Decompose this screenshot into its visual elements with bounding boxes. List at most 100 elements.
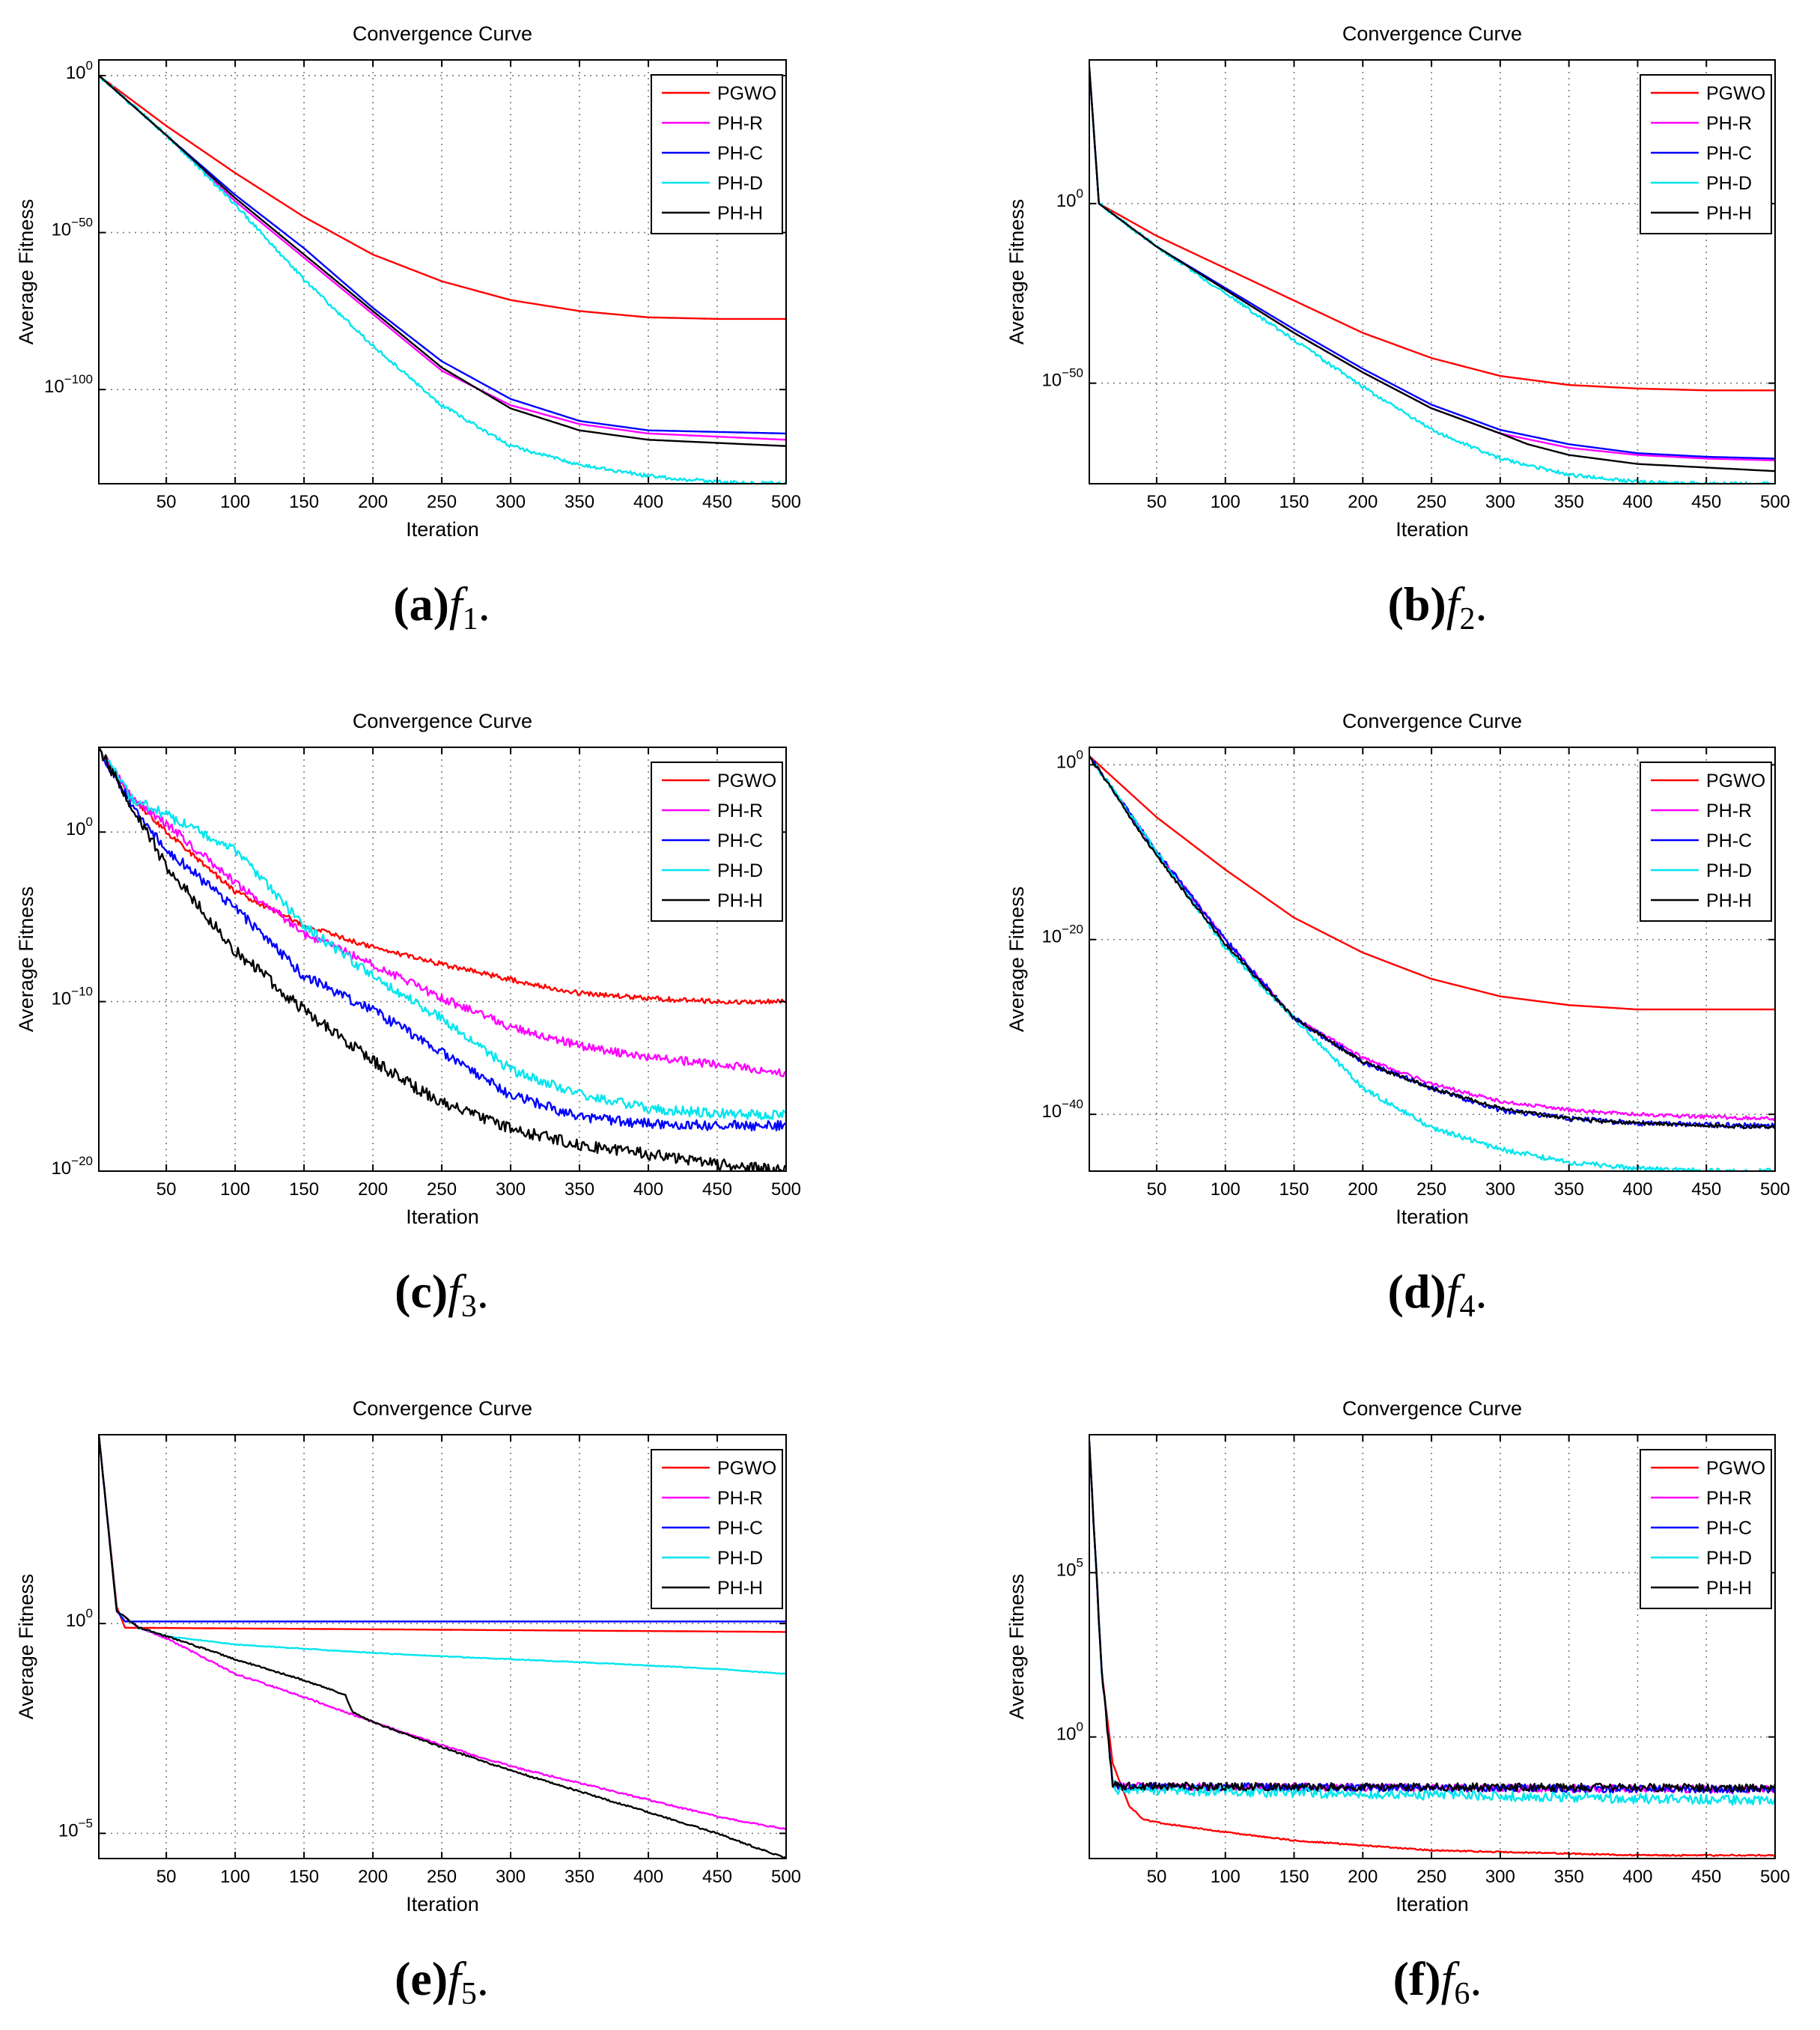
x-tick-label: 400 [1622, 1867, 1652, 1887]
legend-label-ph-d: PH-D [717, 860, 763, 881]
chart-d-title: Convergence Curve [1342, 710, 1522, 732]
legend-label-ph-c: PH-C [717, 830, 763, 851]
x-tick-label: 50 [1147, 492, 1167, 512]
x-tick-label: 50 [1147, 1867, 1167, 1887]
legend-label-ph-r: PH-R [1706, 1488, 1752, 1509]
x-tick-label: 450 [702, 1179, 732, 1200]
legend-box [651, 1449, 783, 1609]
legend-label-ph-r: PH-R [717, 1488, 763, 1509]
x-tick-label: 100 [220, 492, 250, 512]
series-line-ph-d [99, 747, 786, 1121]
chart-a-xlabel: Iteration [406, 518, 479, 541]
series-line-ph-c [99, 75, 786, 435]
caption-d: (d)f4. [1387, 1265, 1488, 1324]
caption-f-func: f [1440, 1952, 1455, 2005]
x-tick-label: 100 [1211, 492, 1241, 512]
y-tick-label: 10−50 [51, 216, 93, 240]
chart-b-legend: PGWO PH-R PH-C PH-D PH-H [1640, 74, 1772, 234]
x-tick-label: 450 [1691, 492, 1721, 512]
chart-c-title: Convergence Curve [353, 710, 532, 732]
y-tick-label: 100 [1056, 186, 1083, 211]
x-tick-label: 450 [1691, 1867, 1721, 1887]
chart-d-ylabel: Average Fitness [1005, 887, 1028, 1033]
series-line-pgwo [1089, 67, 1775, 392]
series-line-pgwo [99, 747, 786, 1005]
x-tick-label: 500 [1760, 1867, 1790, 1887]
chart-svg-e: Convergence Curve 50 100 150 200 250 300 350 400… [15, 1397, 801, 1915]
legend-label-ph-h: PH-H [717, 890, 763, 911]
legend-label-ph-h: PH-H [1706, 203, 1752, 224]
x-tick-label: 200 [358, 1867, 388, 1887]
legend-label-pgwo: PGWO [717, 83, 776, 104]
chart-svg-c: Convergence Curve 50 100 150 200 250 300 350 400… [15, 710, 801, 1228]
legend-label-pgwo: PGWO [1706, 83, 1765, 104]
legend-label-pgwo: PGWO [717, 771, 776, 791]
series-line-ph-r [1089, 756, 1775, 1122]
x-tick-label: 250 [427, 492, 457, 512]
x-tick-label: 200 [1348, 492, 1378, 512]
y-tick-label: 10−40 [1041, 1097, 1083, 1122]
x-tick-label: 50 [156, 492, 177, 512]
chart-b-series-group [1089, 67, 1775, 484]
y-tick-label: 100 [1056, 1720, 1083, 1745]
x-tick-label: 350 [1554, 1179, 1584, 1200]
legend-label-ph-d: PH-D [717, 1548, 763, 1569]
legend-label-pgwo: PGWO [717, 1458, 776, 1479]
caption-a: (a)f1. [393, 577, 490, 636]
x-tick-label: 300 [1485, 492, 1515, 512]
series-line-ph-d [99, 1435, 786, 1675]
x-tick-label: 150 [289, 492, 319, 512]
x-tick-label: 300 [496, 1179, 526, 1200]
x-tick-label: 250 [1416, 1179, 1446, 1200]
chart-svg-f: Convergence Curve 50 100 150 200 250 300 350 400… [1005, 1397, 1790, 1915]
series-line-ph-h [99, 75, 786, 447]
legend-label-ph-h: PH-H [1706, 1578, 1752, 1599]
legend-label-ph-c: PH-C [1706, 1518, 1752, 1539]
series-line-ph-r [99, 747, 786, 1078]
x-tick-label: 100 [1211, 1867, 1241, 1887]
caption-e: (e)f5. [395, 1952, 489, 2011]
x-tick-label: 250 [1416, 1867, 1446, 1887]
caption-a-func: f [448, 577, 463, 630]
chart-b-xlabel: Iteration [1396, 518, 1469, 541]
legend-label-ph-d: PH-D [1706, 860, 1752, 881]
series-line-pgwo [99, 1435, 786, 1633]
legend-label-ph-c: PH-C [1706, 830, 1752, 851]
chart-b-ylabel: Average Fitness [1005, 199, 1028, 345]
chart-a-legend: PGWO PH-R PH-C PH-D PH-H [651, 74, 783, 234]
y-tick-label: 10−50 [1041, 366, 1083, 391]
series-line-pgwo [99, 75, 786, 320]
x-tick-label: 100 [1211, 1179, 1241, 1200]
legend-box [1640, 762, 1772, 922]
chart-a-title: Convergence Curve [353, 22, 532, 45]
caption-d-sub: 4 [1459, 1289, 1476, 1324]
y-tick-label: 100 [66, 815, 93, 839]
legend-label-ph-r: PH-R [1706, 800, 1752, 821]
legend-label-ph-h: PH-H [717, 1578, 763, 1599]
caption-b: (b)f2. [1387, 577, 1488, 636]
chart-panel-b: Convergence Curve 50 100 150 200 250 300 350 400… [992, 0, 1820, 541]
x-tick-label: 50 [156, 1867, 177, 1887]
legend-label-pgwo: PGWO [1706, 771, 1765, 791]
chart-e-series-group [99, 1435, 786, 1859]
caption-e-sub: 5 [460, 1977, 477, 2011]
caption-e-letter: (e) [395, 1952, 448, 2005]
caption-b-letter: (b) [1387, 577, 1446, 630]
y-tick-label: 10−20 [51, 1154, 93, 1179]
legend-label-ph-d: PH-D [717, 173, 763, 194]
series-line-ph-h [99, 1435, 786, 1859]
legend-label-pgwo: PGWO [1706, 1458, 1765, 1479]
x-tick-label: 350 [1554, 492, 1584, 512]
chart-f-ylabel: Average Fitness [1005, 1574, 1028, 1720]
x-tick-label: 450 [702, 492, 732, 512]
series-line-ph-d [1089, 1441, 1775, 1806]
chart-svg-d: Convergence Curve 50 100 150 200 250 300 350 400… [1005, 710, 1790, 1228]
legend-box [651, 74, 783, 234]
legend-label-ph-r: PH-R [717, 113, 763, 134]
legend-label-ph-r: PH-R [717, 800, 763, 821]
chart-f-series-group [1089, 1441, 1775, 1857]
chart-d-legend: PGWO PH-R PH-C PH-D PH-H [1640, 762, 1772, 922]
chart-a-ylabel: Average Fitness [15, 199, 37, 345]
series-line-ph-r [99, 1435, 786, 1831]
legend-label-ph-d: PH-D [1706, 1548, 1752, 1569]
